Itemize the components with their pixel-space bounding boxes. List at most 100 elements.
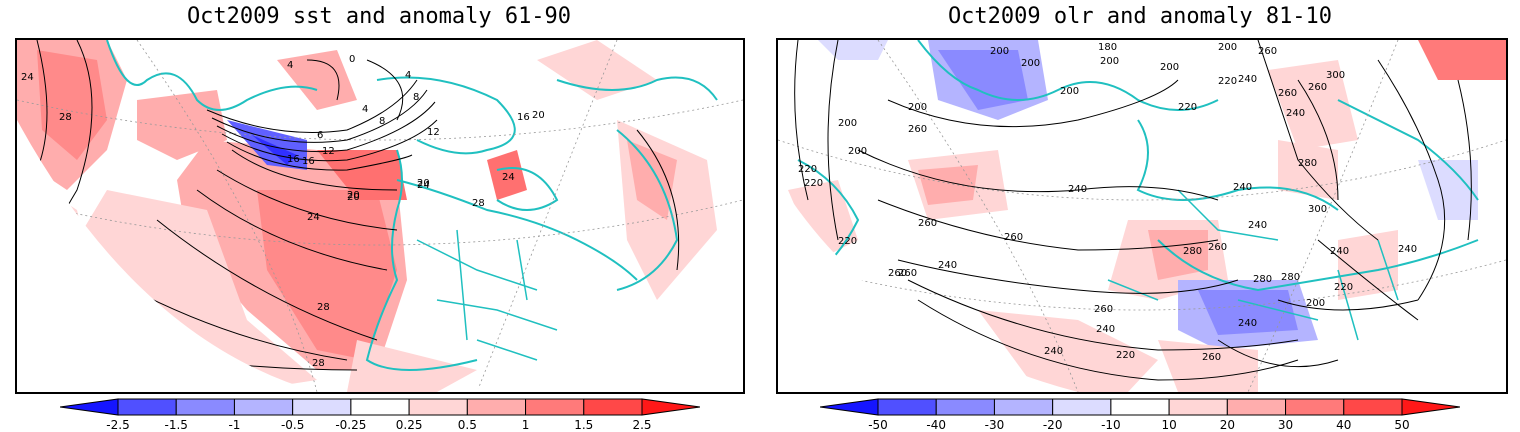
contour-label: 240 (1286, 108, 1305, 119)
contour-label: 240 (1248, 220, 1267, 231)
contour-line (1277, 299, 1419, 311)
colorbar-left-arrow (60, 398, 119, 416)
contour-label: 200 (1021, 58, 1040, 69)
contour-label: 200 (1100, 56, 1119, 67)
contour-label: 220 (804, 178, 823, 189)
colorbar-tick-label: -2.5 (106, 418, 130, 432)
contour-label: 260 (898, 268, 917, 279)
contour-label: 20 (347, 190, 360, 201)
colorbar-segment (292, 398, 352, 416)
contour-label: 260 (1094, 304, 1113, 315)
contour-label: 280 (1253, 274, 1272, 285)
colorbar-tick-label: 40 (1336, 418, 1352, 432)
contour-label: 260 (1202, 352, 1221, 363)
borders (1107, 189, 1399, 341)
contour-line (306, 59, 404, 121)
coastline (616, 129, 679, 291)
contour-label: 200 (838, 118, 857, 129)
colorbar-tick-label: 2.5 (632, 418, 652, 432)
contour-line (1457, 79, 1472, 241)
contour-label: 240 (1096, 324, 1115, 335)
contour-line (636, 129, 680, 271)
contour-label: 220 (1116, 350, 1135, 361)
sst-anomaly-map: 0 4 4 8 4 8 6 12 16 12 16 20 20 24 24 28… (15, 38, 745, 394)
contour-label: 24 (502, 172, 515, 183)
colorbar-segment (1285, 398, 1345, 416)
contour-label: 260 (1278, 88, 1297, 99)
colorbar-tick-label: -0.25 (335, 418, 367, 432)
contour-line (857, 149, 1219, 201)
contour-line (897, 259, 1239, 294)
contour-line (877, 199, 1219, 251)
colorbar-segment (117, 398, 177, 416)
contour-label: 260 (1004, 232, 1023, 243)
contour-label: 280 (1183, 246, 1202, 257)
anomaly-region (277, 50, 357, 110)
contour-label: 240 (1238, 318, 1257, 329)
anomaly-region (1158, 340, 1258, 392)
colorbar-tick-label: -50 (868, 418, 888, 432)
anomaly-region (257, 190, 397, 360)
contour-label: 28 (59, 112, 72, 123)
contour-line (196, 189, 388, 271)
contour-label: 24 (21, 72, 34, 83)
colorbar-segment (583, 398, 643, 416)
contour-label: 240 (1068, 184, 1087, 195)
contour-label: 16 (287, 154, 300, 165)
contour-label: 260 (1258, 46, 1277, 57)
anomaly-region (1418, 160, 1478, 220)
contour-line (1317, 239, 1419, 321)
colorbar-segment (935, 398, 995, 416)
contour-label: 24 (417, 180, 430, 191)
colorbar-tick-label: 0.5 (457, 418, 477, 432)
contour-line (794, 40, 809, 201)
colorbar-segment (233, 398, 294, 416)
graticule (778, 40, 1506, 392)
colorbar-tick-label: -1.5 (164, 418, 188, 432)
contour-label: 200 (990, 46, 1009, 57)
colorbar-tick-label: -30 (984, 418, 1005, 432)
map-outer-blank (778, 180, 1078, 392)
contour-label: 20 (417, 178, 430, 189)
contour-label: 280 (1281, 272, 1300, 283)
coastline (106, 40, 318, 111)
contour-label: 200 (1060, 86, 1079, 97)
contour-line (221, 119, 438, 162)
colorbar-tick-label: 30 (1277, 418, 1294, 432)
graticule (17, 40, 743, 392)
contour-line (907, 279, 1299, 351)
contour-label: 16 (302, 156, 315, 167)
borders (416, 229, 558, 361)
coastline (1337, 99, 1479, 201)
anomaly-region (627, 140, 677, 220)
contour-line (206, 79, 418, 133)
contour-line (887, 79, 1179, 128)
contour-label: 20 (347, 192, 360, 203)
map-outer-blank (467, 226, 743, 392)
colorbar-tick-label: 50 (1394, 418, 1410, 432)
contour-label: 260 (1208, 242, 1227, 253)
coastline (376, 76, 516, 155)
contour-line (231, 149, 398, 191)
colorbar-tick-label: -10 (1101, 418, 1121, 432)
contour-label: 260 (918, 218, 937, 229)
colorbar-tick-label: -40 (926, 418, 947, 432)
contour-label: 240 (1238, 74, 1257, 85)
colorbar-segment (350, 398, 410, 416)
contour-label: 8 (413, 92, 419, 103)
contour-label: 220 (1334, 282, 1353, 293)
contour-label: 28 (312, 358, 325, 369)
anomaly-region (938, 50, 1028, 110)
contour-label: 4 (405, 70, 411, 81)
anomaly-region (347, 340, 477, 392)
contour-label: 300 (1308, 204, 1327, 215)
coastline (917, 40, 1219, 111)
olr-colorbar (820, 398, 1460, 416)
contour-label: 8 (379, 116, 385, 127)
colorbar-segment (1052, 398, 1112, 416)
contour-line (1297, 79, 1339, 201)
colorbar-segment (1110, 398, 1170, 416)
colorbar-tick-label: 1 (521, 418, 530, 432)
contour-label: 16 (517, 112, 530, 123)
contour-label: 260 (888, 268, 907, 279)
